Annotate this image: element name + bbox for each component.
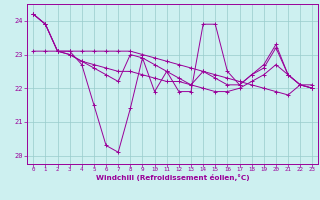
X-axis label: Windchill (Refroidissement éolien,°C): Windchill (Refroidissement éolien,°C) — [96, 174, 250, 181]
